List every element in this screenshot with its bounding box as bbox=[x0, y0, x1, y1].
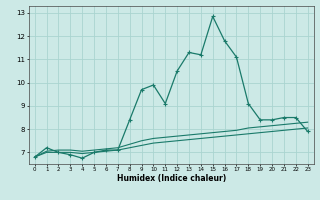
X-axis label: Humidex (Indice chaleur): Humidex (Indice chaleur) bbox=[116, 174, 226, 183]
